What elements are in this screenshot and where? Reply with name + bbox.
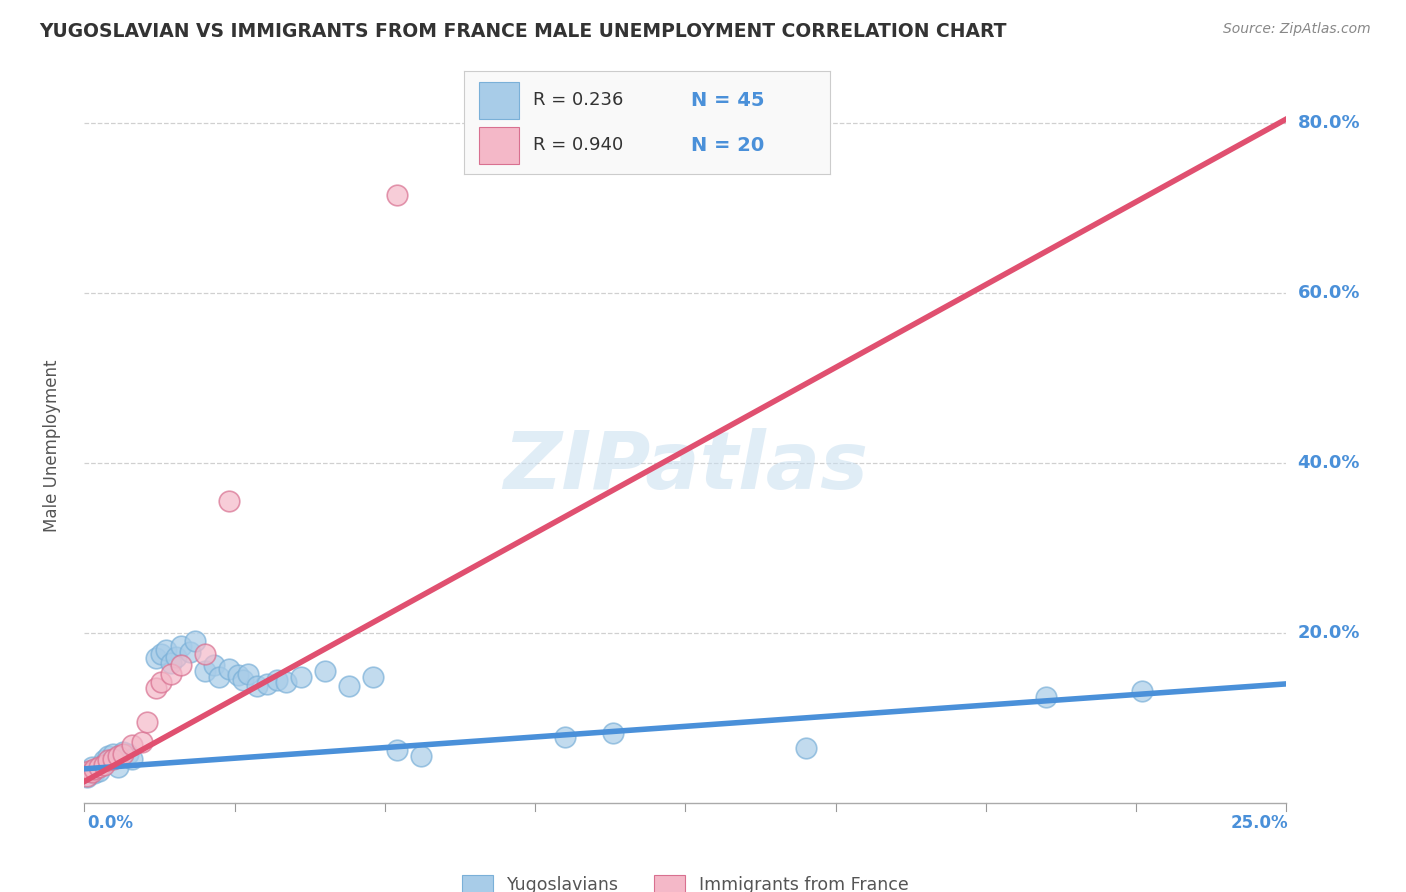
Text: Source: ZipAtlas.com: Source: ZipAtlas.com [1223, 22, 1371, 37]
Point [169, 658, 191, 673]
Point [76, 769, 98, 783]
FancyBboxPatch shape [478, 127, 519, 163]
Point [111, 747, 134, 761]
Point [103, 751, 125, 765]
Point [202, 658, 225, 673]
Point [83, 762, 105, 776]
Point [107, 749, 129, 764]
Point [554, 730, 576, 744]
Text: 0.0%: 0.0% [87, 814, 134, 831]
Point [107, 760, 129, 774]
Point [361, 670, 384, 684]
Point [314, 664, 336, 678]
Point [794, 740, 817, 755]
Text: N = 45: N = 45 [690, 91, 763, 110]
Y-axis label: Male Unemployment: Male Unemployment [42, 359, 60, 533]
Point [266, 673, 288, 687]
Point [121, 751, 143, 765]
Text: 20.0%: 20.0% [1298, 624, 1360, 642]
Legend: Yugoslavians, Immigrants from France: Yugoslavians, Immigrants from France [463, 875, 908, 892]
Point [145, 651, 167, 665]
Point [290, 670, 312, 684]
Point [194, 664, 217, 678]
Point [218, 494, 240, 508]
Point [150, 647, 173, 661]
Point [385, 743, 408, 757]
Point [246, 679, 269, 693]
Point [602, 726, 624, 740]
Text: R = 0.236: R = 0.236 [533, 91, 624, 109]
Point [145, 681, 167, 695]
Text: 40.0%: 40.0% [1298, 454, 1360, 472]
Point [76, 770, 98, 784]
Point [160, 666, 183, 681]
Point [86, 762, 108, 776]
Point [97, 749, 120, 764]
Point [409, 749, 432, 764]
Point [117, 747, 139, 761]
Point [256, 677, 278, 691]
Point [194, 647, 217, 661]
Point [111, 745, 134, 759]
Point [131, 734, 153, 748]
Point [169, 639, 191, 653]
Point [226, 668, 249, 682]
Point [1035, 690, 1057, 704]
Text: 80.0%: 80.0% [1298, 114, 1360, 132]
FancyBboxPatch shape [478, 82, 519, 119]
Point [87, 760, 110, 774]
Point [93, 753, 115, 767]
Point [208, 670, 231, 684]
Text: N = 20: N = 20 [690, 136, 763, 154]
Point [80, 765, 103, 780]
Point [77, 764, 100, 778]
Text: R = 0.940: R = 0.940 [533, 136, 624, 154]
Point [83, 766, 105, 780]
Point [385, 188, 408, 202]
Point [80, 760, 103, 774]
Point [77, 764, 100, 778]
Point [93, 757, 115, 772]
Point [1130, 683, 1153, 698]
Point [276, 675, 298, 690]
Point [179, 644, 201, 658]
Point [121, 738, 143, 752]
Point [165, 649, 187, 664]
Point [90, 757, 112, 772]
Point [97, 753, 120, 767]
Point [218, 662, 240, 676]
Point [103, 747, 125, 761]
Point [337, 679, 360, 693]
Text: 25.0%: 25.0% [1230, 814, 1288, 831]
Point [236, 666, 259, 681]
Text: YUGOSLAVIAN VS IMMIGRANTS FROM FRANCE MALE UNEMPLOYMENT CORRELATION CHART: YUGOSLAVIAN VS IMMIGRANTS FROM FRANCE MA… [39, 22, 1007, 41]
Text: 60.0%: 60.0% [1298, 284, 1360, 302]
Text: ZIPatlas: ZIPatlas [503, 428, 868, 507]
Point [160, 656, 183, 670]
Point [94, 755, 117, 769]
Point [135, 715, 157, 730]
Point [87, 764, 110, 778]
Point [232, 673, 254, 687]
Point [184, 634, 207, 648]
Point [155, 643, 177, 657]
Point [150, 675, 173, 690]
